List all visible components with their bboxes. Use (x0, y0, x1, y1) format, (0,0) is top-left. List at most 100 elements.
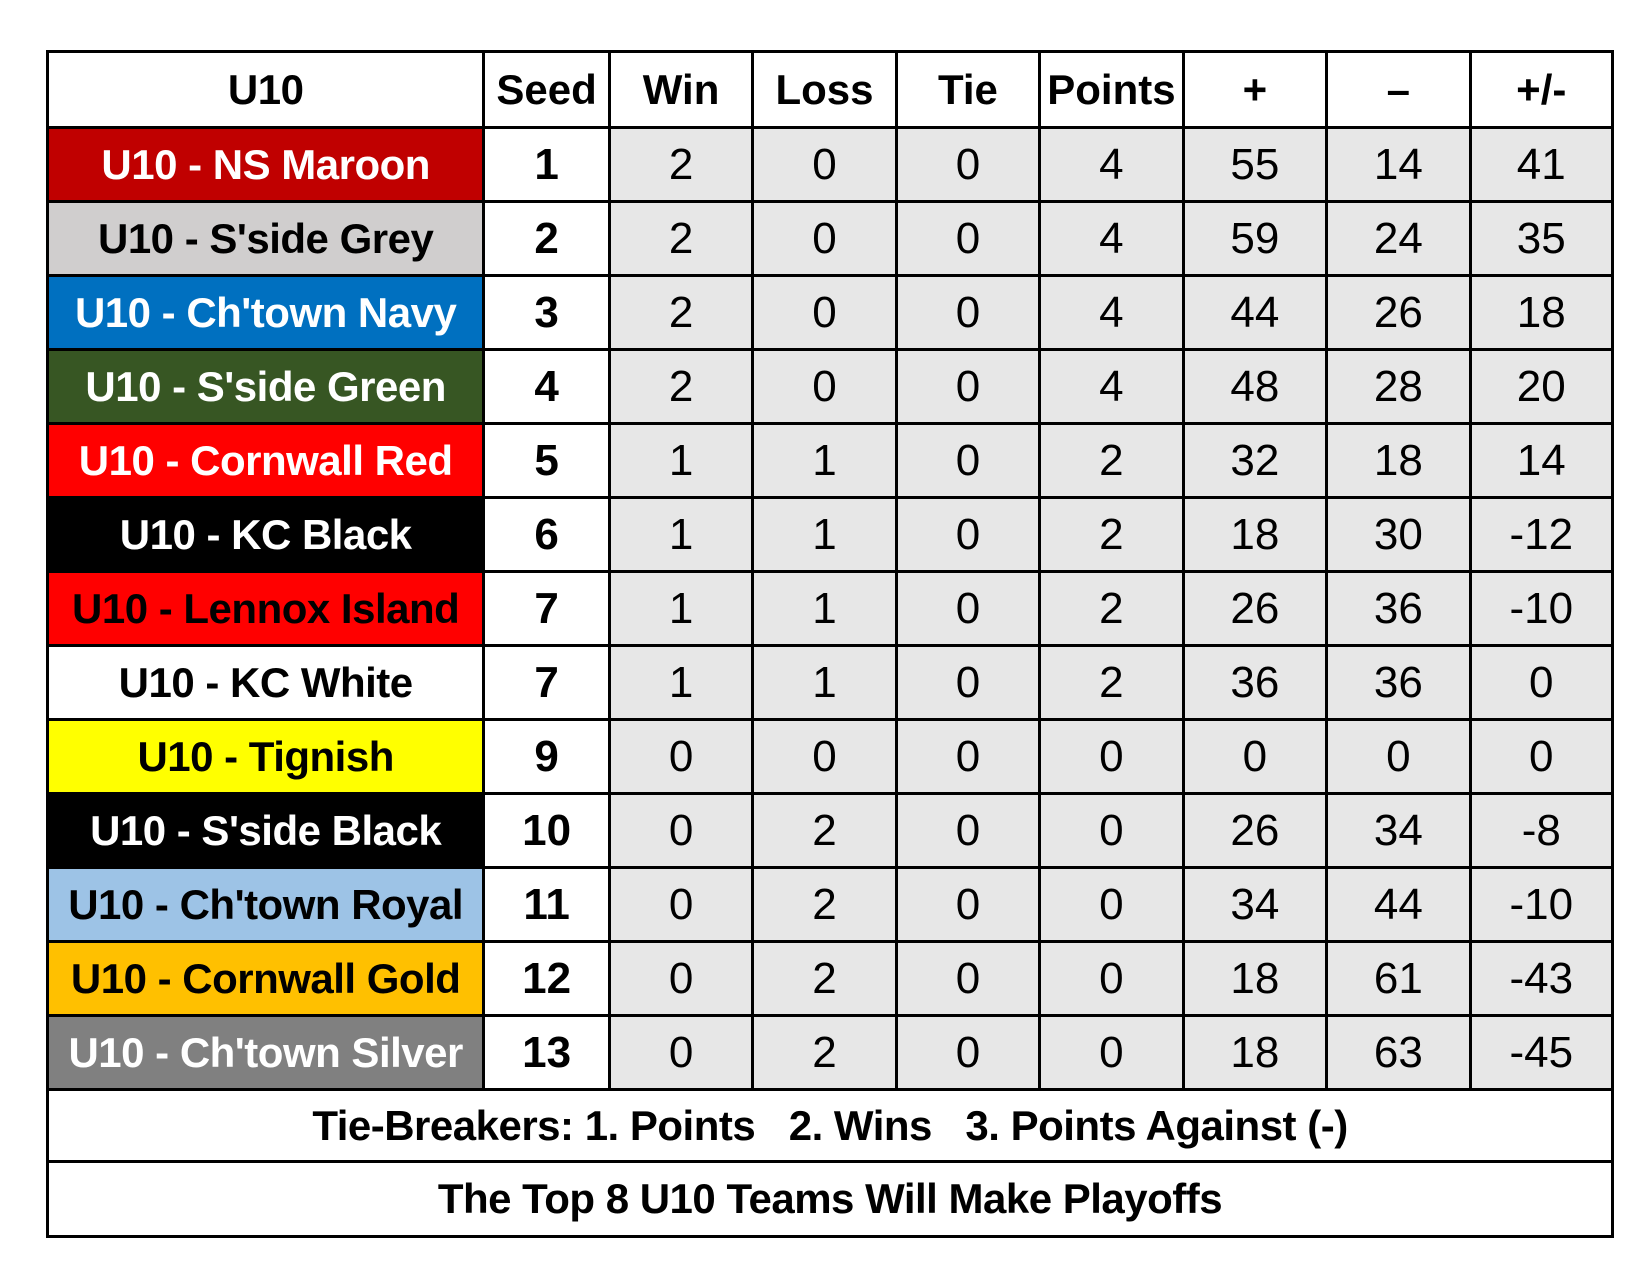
header-seed: Seed (485, 53, 611, 126)
differential-cell: 0 (1471, 647, 1611, 718)
points-against-cell: 61 (1328, 943, 1472, 1014)
table-row: U10 - S'side Black 10 0 2 0 0 26 34 -8 (49, 795, 1611, 869)
differential-cell: 35 (1471, 203, 1611, 274)
win-cell: 0 (610, 795, 755, 866)
table-row: U10 - Ch'town Silver 13 0 2 0 0 18 63 -45 (49, 1017, 1611, 1091)
win-cell: 0 (610, 721, 755, 792)
points-for-cell: 18 (1184, 943, 1329, 1014)
points-cell: 0 (1041, 943, 1185, 1014)
seed-cell: 7 (485, 573, 611, 644)
win-cell: 1 (610, 647, 755, 718)
differential-cell: 41 (1471, 129, 1611, 200)
tie-cell: 0 (897, 795, 1042, 866)
seed-cell: 9 (485, 721, 611, 792)
points-against-cell: 28 (1328, 351, 1472, 422)
seed-cell: 4 (485, 351, 611, 422)
points-for-cell: 18 (1184, 499, 1329, 570)
team-name: U10 - Cornwall Gold (49, 943, 486, 1014)
loss-cell: 2 (754, 869, 898, 940)
win-cell: 0 (610, 1017, 755, 1088)
points-cell: 0 (1041, 1017, 1185, 1088)
seed-cell: 11 (485, 869, 611, 940)
win-cell: 2 (610, 351, 755, 422)
points-cell: 2 (1041, 425, 1185, 496)
points-cell: 4 (1041, 129, 1185, 200)
points-against-cell: 26 (1328, 277, 1472, 348)
header-points-against: – (1328, 53, 1472, 126)
table-row: U10 - KC White 7 1 1 0 2 36 36 0 (49, 647, 1611, 721)
loss-cell: 0 (754, 129, 898, 200)
win-cell: 1 (610, 425, 755, 496)
points-for-cell: 36 (1184, 647, 1329, 718)
loss-cell: 0 (754, 203, 898, 274)
loss-cell: 0 (754, 277, 898, 348)
seed-cell: 5 (485, 425, 611, 496)
points-for-cell: 55 (1184, 129, 1329, 200)
differential-cell: -8 (1471, 795, 1611, 866)
points-cell: 2 (1041, 647, 1185, 718)
points-against-cell: 63 (1328, 1017, 1472, 1088)
team-name: U10 - S'side Green (49, 351, 486, 422)
header-tie: Tie (897, 53, 1042, 126)
tie-cell: 0 (897, 943, 1042, 1014)
points-for-cell: 48 (1184, 351, 1329, 422)
points-cell: 2 (1041, 499, 1185, 570)
playoffs-note: The Top 8 U10 Teams Will Make Playoffs (437, 1175, 1223, 1222)
tie-cell: 0 (897, 277, 1042, 348)
points-for-cell: 59 (1184, 203, 1329, 274)
table-row: U10 - Cornwall Gold 12 0 2 0 0 18 61 -43 (49, 943, 1611, 1017)
standings-table: U10 Seed Win Loss Tie Points + – +/- U10… (46, 50, 1614, 1238)
tie-cell: 0 (897, 203, 1042, 274)
tie-cell: 0 (897, 573, 1042, 644)
points-for-cell: 34 (1184, 869, 1329, 940)
differential-cell: -43 (1471, 943, 1611, 1014)
win-cell: 1 (610, 499, 755, 570)
points-cell: 4 (1041, 203, 1185, 274)
table-row: U10 - Cornwall Red 5 1 1 0 2 32 18 14 (49, 425, 1611, 499)
tie-cell: 0 (897, 129, 1042, 200)
differential-cell: -12 (1471, 499, 1611, 570)
loss-cell: 2 (754, 943, 898, 1014)
differential-cell: -10 (1471, 869, 1611, 940)
header-loss: Loss (754, 53, 898, 126)
team-name: U10 - KC Black (49, 499, 486, 570)
table-row: U10 - Lennox Island 7 1 1 0 2 26 36 -10 (49, 573, 1611, 647)
seed-cell: 10 (485, 795, 611, 866)
team-name: U10 - Ch'town Silver (49, 1017, 486, 1088)
points-for-cell: 18 (1184, 1017, 1329, 1088)
header-team: U10 (49, 53, 486, 126)
points-cell: 0 (1041, 869, 1185, 940)
seed-cell: 7 (485, 647, 611, 718)
points-against-cell: 36 (1328, 647, 1472, 718)
points-against-cell: 24 (1328, 203, 1472, 274)
differential-cell: 20 (1471, 351, 1611, 422)
loss-cell: 1 (754, 425, 898, 496)
win-cell: 2 (610, 129, 755, 200)
points-for-cell: 26 (1184, 573, 1329, 644)
points-for-cell: 0 (1184, 721, 1329, 792)
win-cell: 0 (610, 943, 755, 1014)
tie-cell: 0 (897, 351, 1042, 422)
loss-cell: 1 (754, 573, 898, 644)
team-name: U10 - Ch'town Navy (49, 277, 486, 348)
points-cell: 0 (1041, 721, 1185, 792)
header-row: U10 Seed Win Loss Tie Points + – +/- (49, 53, 1611, 129)
team-name: U10 - Ch'town Royal (49, 869, 486, 940)
points-cell: 4 (1041, 351, 1185, 422)
points-cell: 0 (1041, 795, 1185, 866)
seed-cell: 6 (485, 499, 611, 570)
differential-cell: -45 (1471, 1017, 1611, 1088)
tie-cell: 0 (897, 1017, 1042, 1088)
seed-cell: 1 (485, 129, 611, 200)
team-name: U10 - Lennox Island (49, 573, 486, 644)
team-name: U10 - KC White (49, 647, 486, 718)
seed-cell: 3 (485, 277, 611, 348)
points-against-cell: 34 (1328, 795, 1472, 866)
header-win: Win (610, 53, 755, 126)
table-row: U10 - S'side Green 4 2 0 0 4 48 28 20 (49, 351, 1611, 425)
points-cell: 4 (1041, 277, 1185, 348)
points-against-cell: 18 (1328, 425, 1472, 496)
points-against-cell: 0 (1328, 721, 1472, 792)
loss-cell: 1 (754, 499, 898, 570)
differential-cell: 18 (1471, 277, 1611, 348)
